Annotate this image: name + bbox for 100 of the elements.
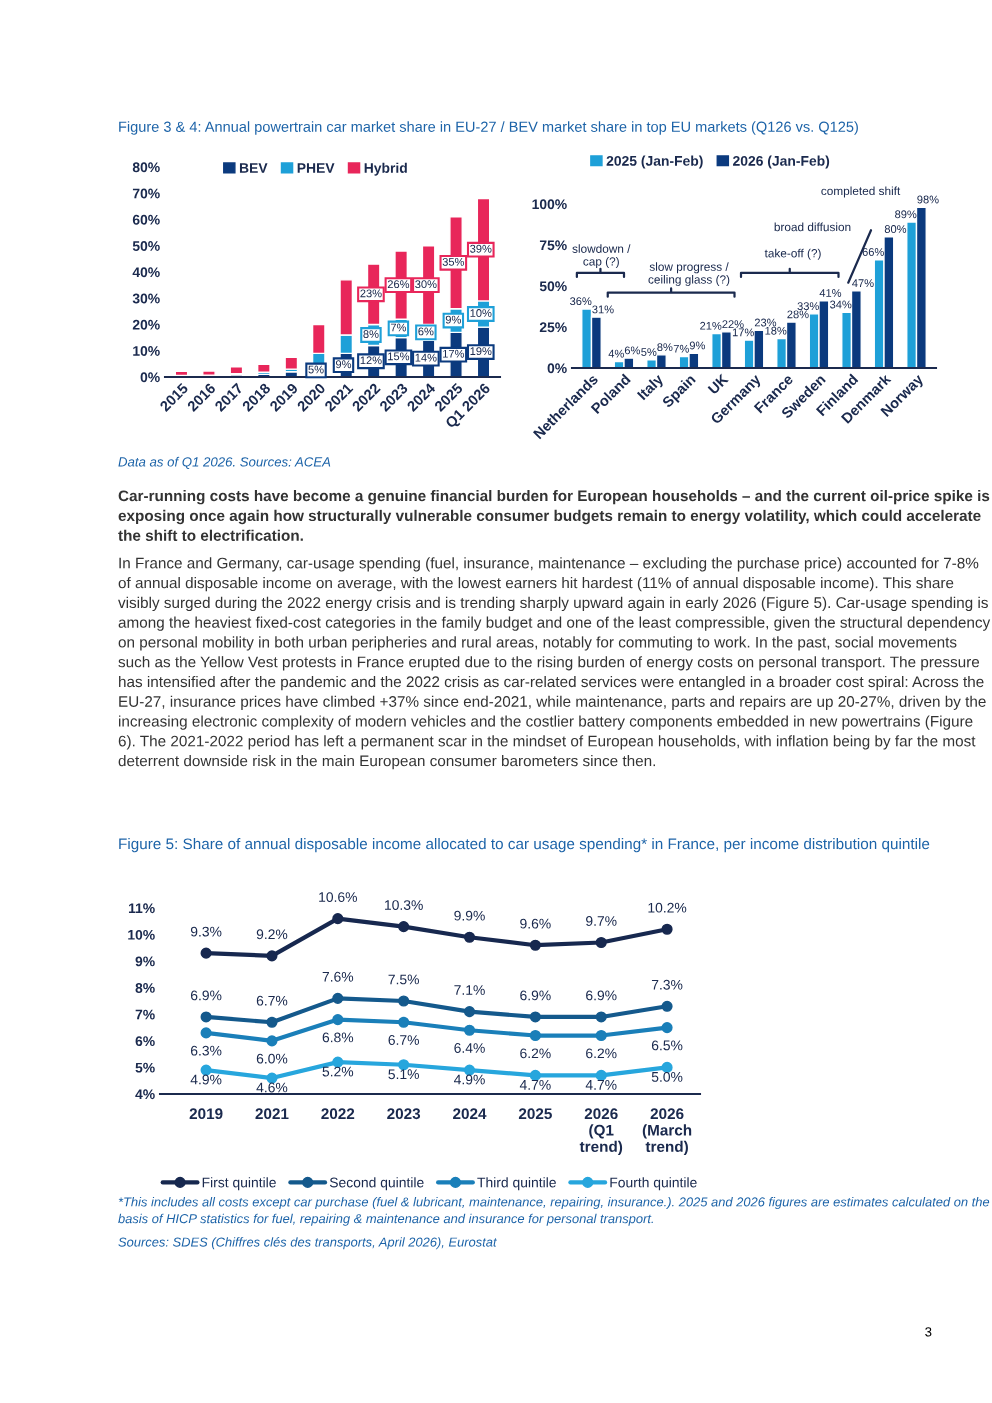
data-label: 33% [797,302,819,311]
source-note: Sources: SDES (Chiffres clés des transports, April 2026), Eurostat [118,1237,498,1250]
y-tick-label: 0% [140,372,160,383]
data-label: 9.2% [256,929,288,940]
y-tick-label: 75% [539,240,567,251]
y-tick-label: 7% [135,1009,155,1020]
x-tick-label: 2021 [255,1108,289,1120]
data-label: 10.6% [319,892,357,902]
y-tick-label: 100% [532,199,567,210]
data-label: 6.7% [388,1035,419,1045]
text: completed shift [821,186,901,198]
x-tick-label: 2019 [189,1108,223,1120]
x-tick-label: 2026 (Q1 trend) [579,1108,623,1156]
data-label: 6.3% [190,1045,222,1056]
data-label: 36% [570,297,592,306]
y-tick-label: 9% [135,956,155,967]
data-label: 89% [895,210,917,219]
legend-label: First quintile [202,1177,276,1191]
legend-label: 2026 (Jan-Feb) [733,155,830,169]
annotation: take-off (?) [764,248,821,260]
y-tick-label: 8% [135,983,155,993]
y-tick-label: 20% [132,319,160,330]
y-tick-label: 70% [132,188,160,199]
chart-title: Figure 5: Share of annual disposable income allocated to car usage spending* in France, per income distribution quintile [119,838,930,853]
data-label: 4.9% [454,1074,485,1085]
data-label: 12% [360,356,382,365]
data-label: 17% [443,349,465,358]
data-label: 7% [673,344,689,353]
text: Car-running costs have become a genuine financial burden for European households – and the current oil-price spike is exposing once again how structurally vulnerable consumer budgets remain to energy volatility, which could accelerate the shift to electrification. [118,490,990,541]
y-tick-label: 11% [128,903,155,914]
data-label: 98% [917,195,939,204]
data-label: 9.9% [454,910,485,921]
data-label: 9% [335,360,352,369]
data-label: 6.2% [586,1048,617,1059]
data-label: 4.6% [256,1082,288,1093]
x-tick-label: 2025 [518,1108,552,1120]
data-label: 4.7% [585,1079,617,1090]
data-label: 23% [754,318,777,327]
data-label: 7.3% [651,979,683,990]
data-label: 9.6% [520,918,551,929]
y-tick-label: 5% [135,1062,155,1073]
chart-title: Figure 3 & 4: Annual powertrain car market share in EU-27 / BEV market share in top EU markets (Q126 vs. Q125) [119,121,858,135]
y-tick-label: 0% [547,363,567,374]
annotation: broad diffusion [774,222,851,232]
y-tick-label: 30% [132,293,160,304]
annotation: slow progress / ceiling glass (?) [648,262,730,286]
data-label: 7.5% [388,974,419,985]
x-tick-label: 2024 [453,1108,487,1120]
text: 3 [925,1327,932,1337]
legend-label: PHEV [297,163,335,173]
data-label: 5% [308,365,324,374]
data-label: 47% [852,279,874,288]
data-label: 17% [732,328,754,337]
data-label: 6.9% [586,990,617,1001]
data-label: 4.7% [519,1079,551,1090]
data-label: 5.2% [322,1066,354,1077]
y-tick-label: 10% [133,346,160,356]
data-label: 6.9% [520,990,551,1001]
data-label: 7% [390,323,407,332]
legend-label: Hybrid [364,162,407,176]
data-label: 10.2% [648,902,687,913]
legend-label: Fourth quintile [610,1177,697,1191]
legend-label: 2025 (Jan-Feb) [606,155,703,169]
data-label: 21% [700,321,722,330]
data-label: 5.1% [388,1069,419,1080]
data-label: 22% [722,320,744,329]
legend-label: Third quintile [477,1177,556,1191]
data-label: 8% [363,330,379,338]
data-label: 4.9% [190,1074,222,1085]
data-label: 18% [765,326,787,335]
data-label: 39% [470,244,492,253]
data-label: 6.9% [190,990,222,1001]
annotation: slowdown / cap (?) [572,244,631,268]
data-label: 23% [360,289,382,298]
text: Data as of Q1 2026. Sources: ACEA [118,456,331,469]
legend-label: Second quintile [329,1177,424,1191]
data-label: 7.1% [454,985,485,995]
data-label: 9% [445,315,461,324]
data-label: 30% [415,280,437,289]
data-label: 6.7% [256,995,288,1006]
y-tick-label: 50% [132,241,160,251]
data-label: 9% [689,341,705,350]
data-label: 6% [624,346,640,355]
data-label: 31% [592,305,614,314]
x-tick-label: 2026 (March trend) [642,1108,692,1156]
data-label: 41% [819,289,842,297]
text: In France and Germany, car-usage spending (fuel, insurance, maintenance – excluding the purchase price) accounted for 7-8% of annual disposable income on average, with the lowest earners hit hardest (11% of annual disposable income). This share visibly surged during the 2022 energy crisis and is trending sharply upward again in early 2026 (Figure 5). Car-usage spending is among the heaviest fixed-cost categories in the family budget and one of the least compressible, given the structural dependency on personal mobility in both urban peripheries and rural areas, notably for commuting to work. In the past, social movements such as the Yellow Vest protests in France erupted due to the rising burden of energy costs on personal transport. The pressure has intensified after the pandemic and the 2022 crisis as car-related services were entangled in a broader cost spiral: Across the EU-27, insurance prices have climbed +37% since end-2021, while maintenance, parts and repairs are up 20-27%, driven by the increasing electronic complexity of modern vehicles and the costlier battery components embedded in new powertrains (Figure 6). The 2021-2022 period has left a permanent scar in the mindset of European households, with inflation being by far the most deterrent downside risk in the main European consumer barometers since then. [118,557,991,770]
data-label: 5.0% [651,1071,683,1082]
data-label: 26% [387,280,410,289]
data-label: 4% [608,349,624,358]
data-label: 14% [415,353,437,362]
x-tick-label: 2023 [387,1108,421,1120]
data-label: 10% [470,309,492,317]
data-label: 80% [884,225,907,233]
data-label: 34% [830,300,852,309]
data-label: 6.4% [454,1043,485,1053]
data-label: 9.7% [586,916,617,926]
y-tick-label: 80% [132,162,160,173]
data-label: 6.8% [322,1032,354,1043]
y-tick-label: 60% [132,214,160,225]
